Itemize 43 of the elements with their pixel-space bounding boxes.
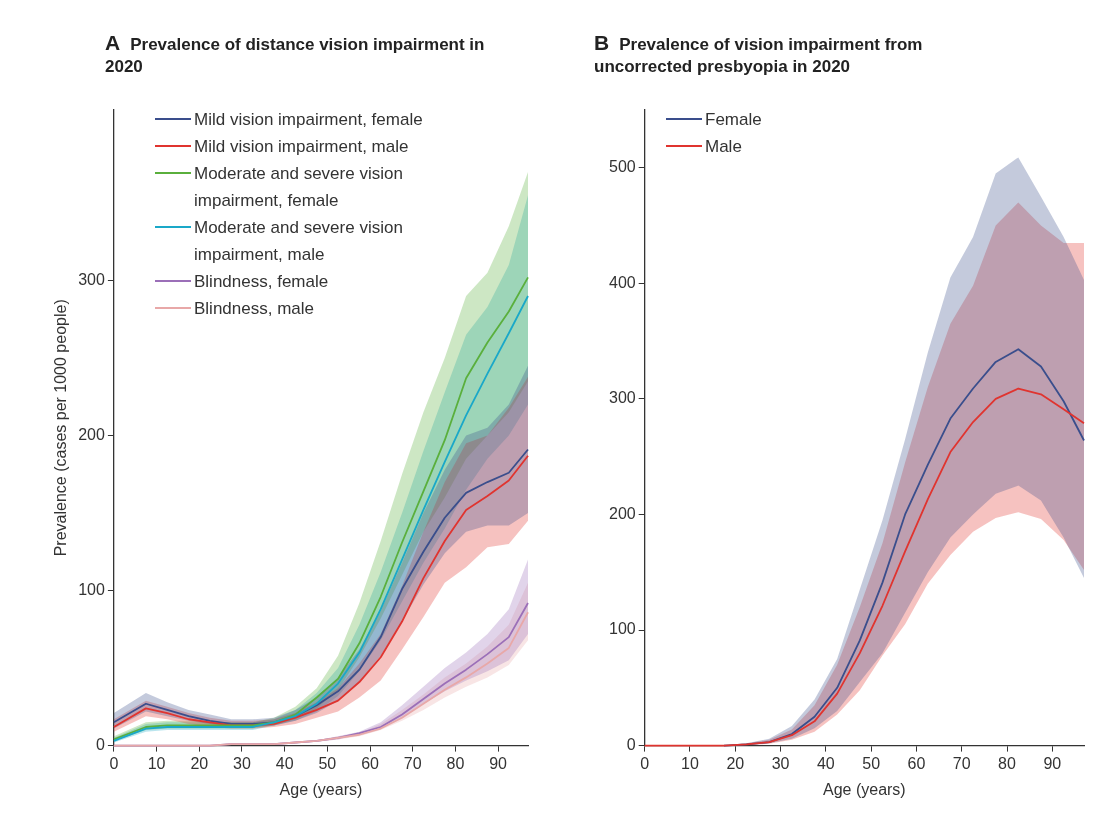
x-tick-label: 90 [489,754,508,772]
y-tick-label: 0 [626,736,636,754]
x-tick-label: 0 [109,754,119,772]
y-tick-label: 300 [608,389,636,407]
legend-label: Moderate and severe vision impairment, male [194,217,404,266]
chart-title: A Prevalence of distance vision impairment in 2020 [105,31,485,76]
legend-label: Male [705,136,742,158]
x-tick-label: 10 [681,754,699,772]
legend-label: Blindness, male [194,298,315,320]
chart-title: B Prevalence of vision impairment from uncorrected presbyopia in 2020 [594,31,923,76]
x-tick-label: 30 [233,754,251,772]
x-tick-label: 70 [952,754,971,772]
y-tick-label: 100 [78,580,105,598]
legend-label: Mild vision impairment, male [194,136,409,158]
x-tick-label: 90 [1043,754,1062,772]
x-tick-label: 50 [862,754,881,772]
y-tick-label: 200 [78,425,105,443]
legend-label: Blindness, female [194,271,329,293]
x-tick-label: 50 [318,754,337,772]
y-tick-label: 0 [95,736,105,754]
x-tick-label: 80 [446,754,465,772]
y-tick-label: 100 [608,620,636,638]
legend-label: Mild vision impairment, female [194,109,423,131]
legend-label: Female [705,109,762,131]
x-tick-label: 70 [403,754,422,772]
y-tick-label: 400 [608,273,636,291]
x-tick-label: 80 [998,754,1017,772]
x-axis-title: Age (years) [823,780,906,798]
x-tick-label: 10 [147,754,166,772]
x-tick-label: 60 [907,754,926,772]
x-tick-label: 60 [361,754,380,772]
x-tick-label: 20 [190,754,209,772]
y-tick-label: 300 [78,270,105,288]
x-tick-label: 30 [771,754,790,772]
y-axis-title: Prevalence (cases per 1000 people) [52,299,70,557]
x-axis-title: Age (years) [279,780,363,798]
y-tick-label: 200 [608,504,636,522]
x-tick-label: 0 [640,754,650,772]
x-tick-label: 20 [726,754,745,772]
x-tick-label: 40 [816,754,835,772]
x-tick-label: 40 [275,754,294,772]
legend-label: Moderate and severe vision impairment, female [194,163,404,212]
y-tick-label: 500 [608,158,636,176]
